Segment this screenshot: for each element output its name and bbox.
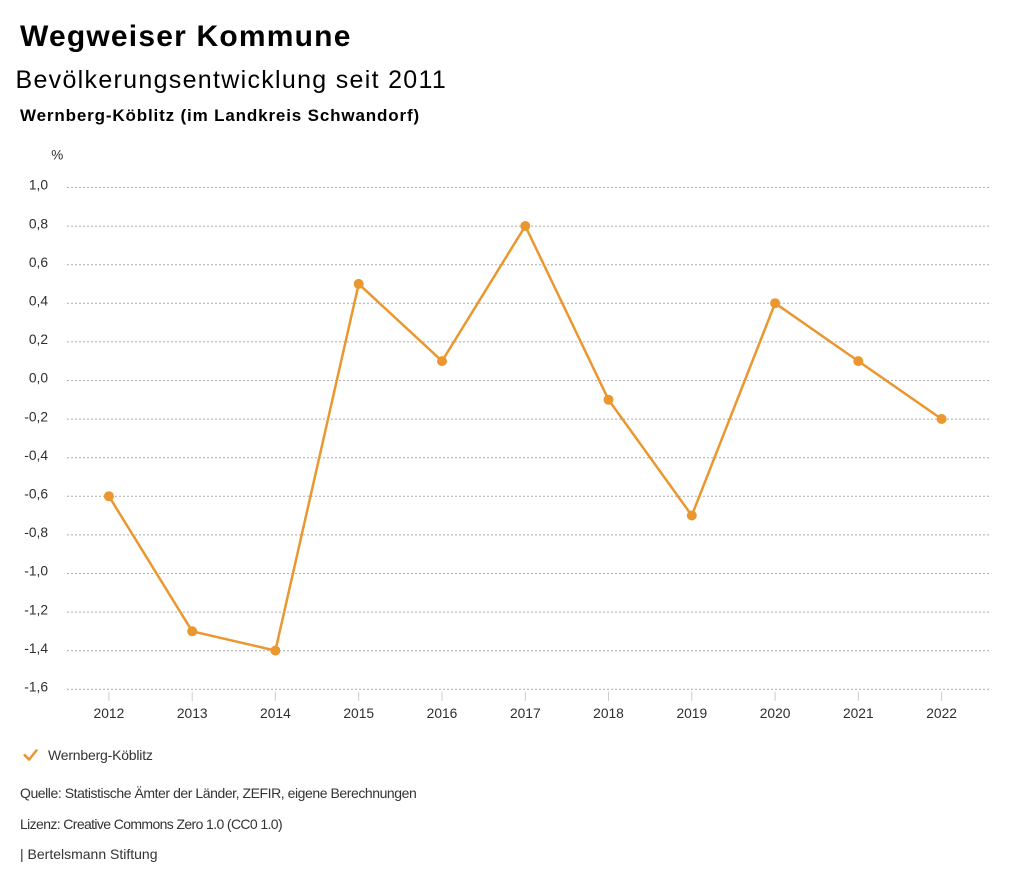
svg-text:1,0: 1,0 bbox=[29, 178, 49, 193]
svg-text:2022: 2022 bbox=[926, 706, 957, 721]
svg-text:-0,4: -0,4 bbox=[24, 448, 48, 463]
svg-text:-1,2: -1,2 bbox=[24, 602, 48, 617]
svg-text:2012: 2012 bbox=[94, 706, 125, 721]
svg-text:-0,2: -0,2 bbox=[24, 409, 48, 424]
svg-text:-1,0: -1,0 bbox=[24, 564, 48, 579]
svg-text:%: % bbox=[51, 147, 63, 162]
svg-text:0,6: 0,6 bbox=[29, 255, 49, 270]
svg-text:0,2: 0,2 bbox=[29, 332, 48, 347]
svg-text:-0,8: -0,8 bbox=[24, 525, 48, 540]
svg-text:2016: 2016 bbox=[427, 706, 458, 721]
svg-text:0,8: 0,8 bbox=[29, 216, 49, 231]
svg-text:2014: 2014 bbox=[260, 706, 291, 721]
svg-text:2021: 2021 bbox=[843, 706, 874, 721]
svg-text:2019: 2019 bbox=[676, 706, 707, 721]
svg-text:2015: 2015 bbox=[343, 706, 374, 721]
svg-text:-0,6: -0,6 bbox=[24, 487, 48, 502]
svg-text:0,0: 0,0 bbox=[29, 371, 49, 386]
svg-text:-1,6: -1,6 bbox=[24, 680, 48, 695]
svg-text:-1,4: -1,4 bbox=[24, 641, 48, 656]
svg-text:2018: 2018 bbox=[593, 706, 624, 721]
svg-text:0,4: 0,4 bbox=[29, 294, 49, 309]
svg-text:2020: 2020 bbox=[760, 706, 791, 721]
svg-text:2017: 2017 bbox=[510, 706, 541, 721]
svg-text:2013: 2013 bbox=[177, 706, 208, 721]
